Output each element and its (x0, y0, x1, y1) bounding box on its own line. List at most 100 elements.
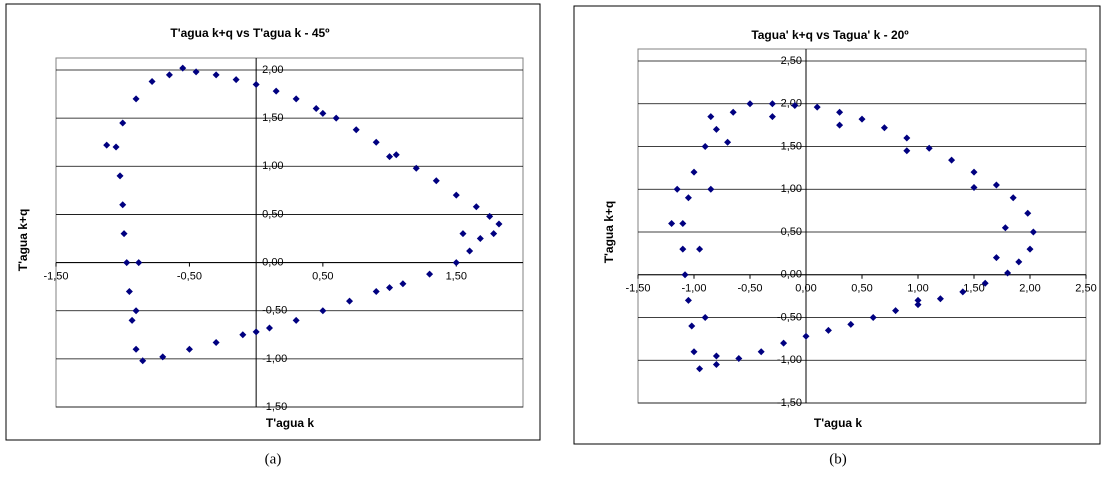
point (681, 271, 689, 279)
point (372, 287, 380, 295)
caption: (a) (265, 451, 282, 467)
y-tick-label: 2,00 (781, 98, 802, 110)
point (252, 328, 260, 336)
point (735, 355, 743, 363)
point (1004, 269, 1012, 277)
point (903, 147, 911, 155)
point (688, 322, 696, 330)
point (119, 201, 127, 209)
point (791, 101, 799, 109)
point (914, 301, 922, 309)
frame (573, 5, 1101, 445)
point (668, 219, 676, 227)
point (185, 345, 193, 353)
point (690, 168, 698, 176)
point (707, 113, 715, 121)
point (120, 230, 128, 238)
point (132, 345, 140, 353)
point (252, 80, 260, 88)
point (780, 339, 788, 347)
point (432, 177, 440, 185)
x-tick-label: 0,00 (795, 283, 816, 295)
point (824, 326, 832, 334)
point (802, 332, 810, 340)
frame (5, 3, 541, 441)
y-tick-label: -1,50 (777, 397, 802, 409)
chart-title: T'agua k+q vs T'agua k - 45º (170, 26, 330, 40)
point (892, 307, 900, 315)
point (701, 143, 709, 150)
point (948, 156, 956, 164)
point (707, 185, 715, 193)
point (292, 95, 300, 103)
point (132, 307, 140, 315)
point (312, 105, 320, 113)
point (880, 124, 888, 132)
x-tick-label: 1,50 (963, 283, 984, 295)
point (690, 348, 698, 356)
point (123, 259, 131, 267)
point (459, 230, 467, 238)
point (452, 259, 460, 267)
point (116, 172, 124, 180)
point (119, 119, 127, 127)
y-tick-label: 1,50 (781, 140, 802, 152)
x-tick-label: -1,50 (43, 270, 68, 282)
x-tick-label: 0,50 (851, 283, 872, 295)
point (212, 71, 220, 79)
point (1024, 209, 1032, 217)
point (981, 279, 989, 287)
point (372, 138, 380, 146)
y-tick-label: 1,00 (262, 160, 283, 172)
point (1009, 194, 1017, 202)
point (148, 78, 156, 86)
point (292, 316, 300, 324)
point (836, 108, 844, 116)
point (232, 76, 240, 84)
point (135, 259, 143, 267)
point (673, 185, 681, 193)
point (679, 245, 687, 253)
point (914, 296, 922, 304)
point (684, 296, 692, 304)
point (212, 338, 220, 346)
y-tick-label: -1,00 (777, 354, 802, 366)
point (813, 103, 821, 111)
caption: (b) (829, 451, 847, 467)
point (192, 68, 200, 76)
point (992, 254, 1000, 262)
point (1026, 245, 1034, 253)
point (486, 212, 494, 220)
point (1029, 228, 1037, 236)
x-tick-label: 1,00 (907, 283, 928, 295)
point (970, 184, 978, 192)
point (696, 365, 704, 373)
point (159, 353, 167, 361)
y-tick-label: -1,50 (262, 401, 287, 413)
point (352, 126, 360, 134)
chart-title: Tagua' k+q vs Tagua' k - 20º (751, 28, 909, 42)
point (701, 314, 709, 321)
point (1001, 224, 1009, 232)
point (265, 324, 273, 332)
x-tick-label: 2,50 (1075, 283, 1096, 295)
point (696, 245, 704, 253)
x-tick-label: -1,50 (625, 283, 650, 295)
point (768, 100, 776, 108)
point (869, 314, 877, 321)
point (724, 138, 732, 146)
y-tick-label: 0,50 (781, 226, 802, 238)
point (858, 115, 866, 123)
x-tick-label: -1,00 (681, 283, 706, 295)
point (319, 109, 327, 117)
y-tick-label: -0,50 (777, 311, 802, 323)
point (165, 71, 173, 79)
point (757, 348, 765, 356)
point (746, 100, 754, 108)
y-tick-label: 2,50 (781, 55, 802, 67)
point (319, 307, 327, 315)
point (959, 288, 967, 296)
point (426, 270, 434, 278)
point (125, 287, 133, 295)
point (239, 331, 247, 339)
